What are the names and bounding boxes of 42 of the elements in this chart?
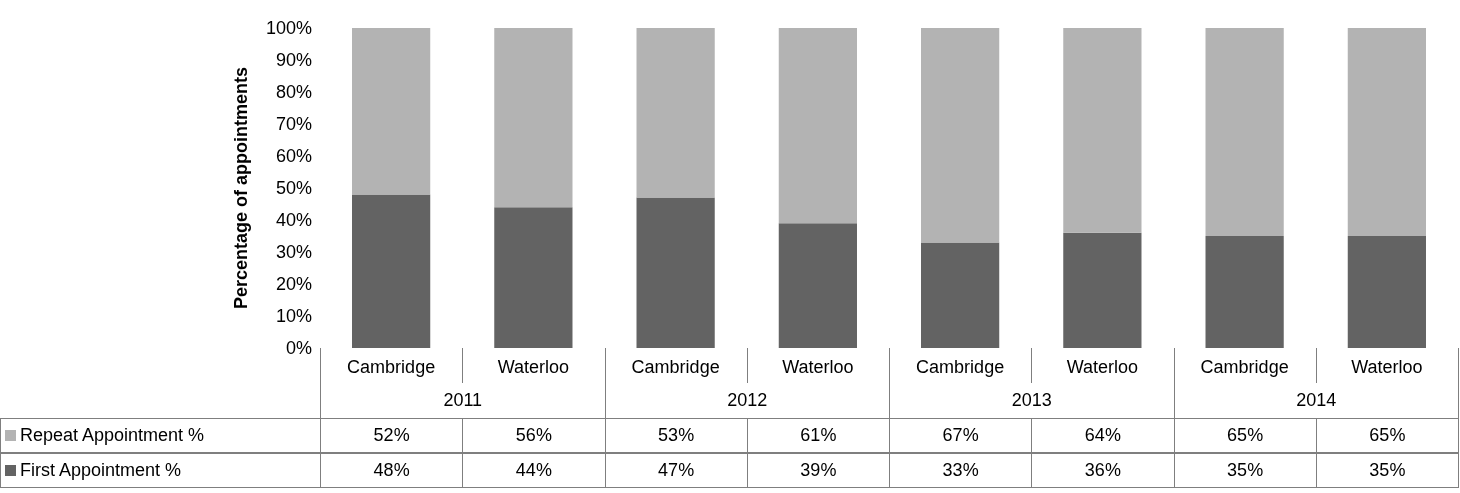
x-tick-label: Waterloo (497, 357, 570, 377)
y-tick-label: 30% (275, 242, 312, 262)
y-tick-label: 60% (275, 146, 312, 166)
data-label: 35% (1315, 453, 1459, 488)
y-tick-label: 50% (275, 178, 312, 198)
x-tick-label: Waterloo (782, 357, 854, 377)
data-label: 48% (320, 453, 464, 488)
text: 2012 (604, 383, 890, 418)
data-label: 44% (462, 453, 606, 488)
legend-label: First Appointment % (20, 460, 182, 481)
y-tick-label: 40% (275, 210, 312, 230)
x-tick-label: Cambridge (1200, 357, 1289, 377)
y-tick-label: 10% (275, 306, 312, 326)
data-label: 61% (746, 418, 890, 453)
x-tick-label: Waterloo (1351, 357, 1423, 377)
y-tick-label: 90% (275, 50, 312, 70)
x-tick-label: Waterloo (1066, 357, 1139, 377)
data-label: 67% (889, 418, 1033, 453)
text: 2014 (1173, 383, 1459, 418)
data-label: 47% (604, 453, 748, 488)
data-label: 33% (889, 453, 1033, 488)
data-label: 35% (1173, 453, 1317, 488)
data-label: 65% (1173, 418, 1317, 453)
x-tick-label: Cambridge (631, 357, 720, 377)
data-label: 65% (1315, 418, 1459, 453)
x-tick-label: Cambridge (916, 357, 1005, 377)
text: 2013 (889, 383, 1175, 418)
y-tick-label: 100% (265, 18, 312, 38)
data-label: 56% (462, 418, 606, 453)
y-axis-title: Percentage of appointments (231, 66, 251, 310)
y-tick-label: 70% (275, 114, 312, 134)
data-label: 64% (1031, 418, 1175, 453)
data-label: 36% (1031, 453, 1175, 488)
data-label: 39% (746, 453, 890, 488)
legend-label: Repeat Appointment % (20, 425, 205, 446)
x-tick-label: Cambridge (347, 357, 436, 377)
y-tick-label: 0% (285, 338, 312, 358)
y-tick-label: 80% (275, 82, 312, 102)
text: 2011 (320, 383, 606, 418)
data-label: 53% (604, 418, 748, 453)
data-label: 52% (320, 418, 464, 453)
y-tick-label: 20% (275, 274, 312, 294)
